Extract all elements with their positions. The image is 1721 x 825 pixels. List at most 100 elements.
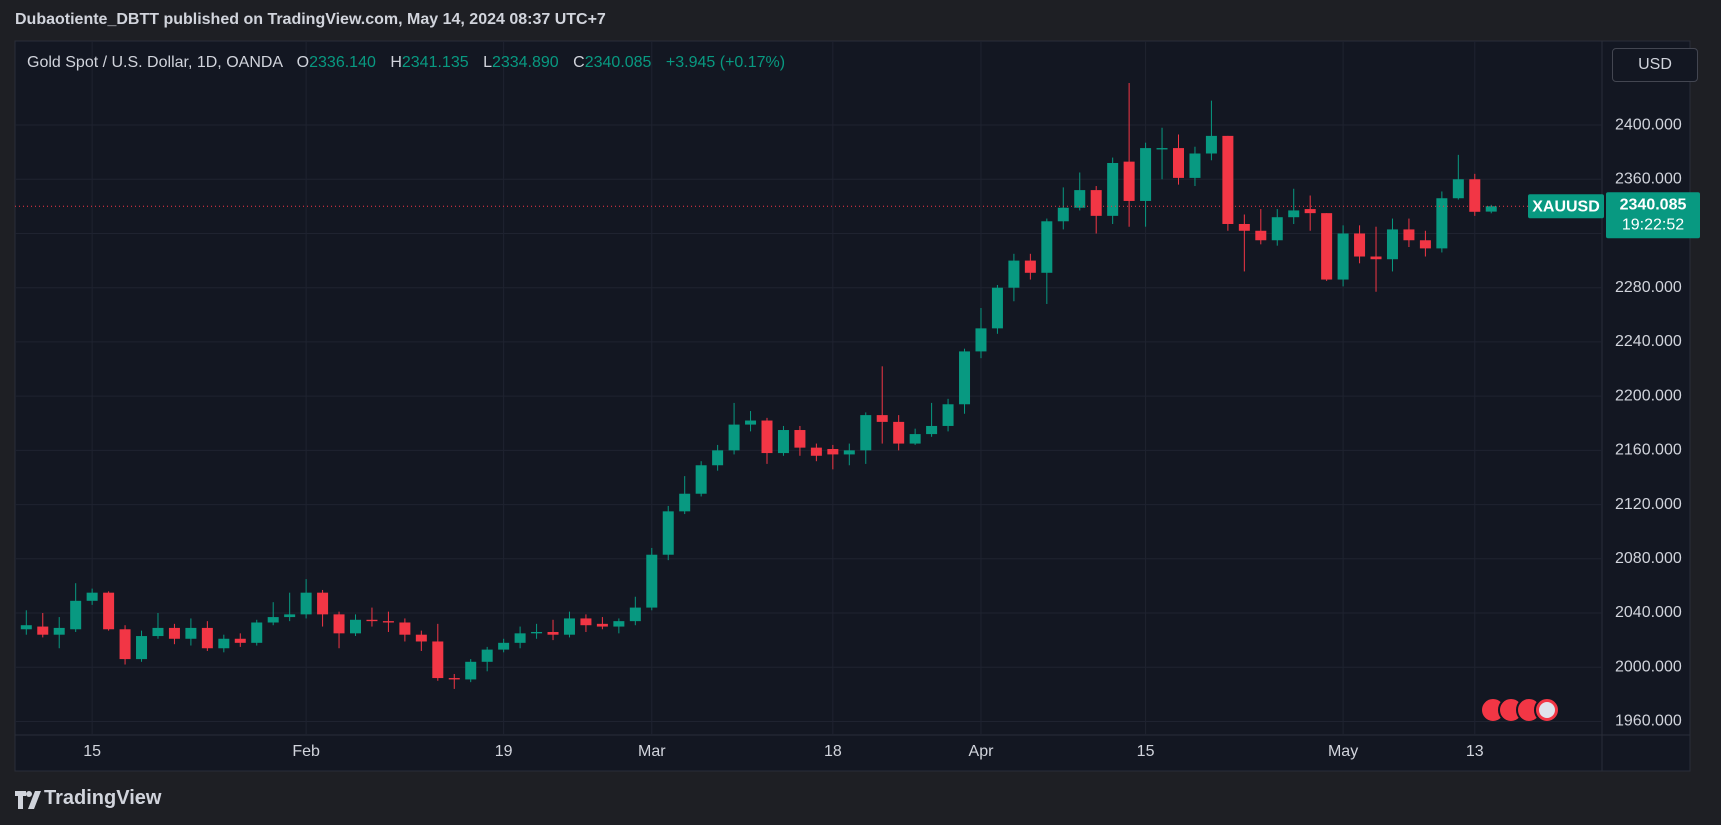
candle-body [893,421,905,444]
candle-body [909,434,921,444]
candle-body [366,619,378,622]
y-tick-label: 2360.000 [1615,170,1682,187]
legend-key: C [573,54,585,71]
candle-body [251,622,263,643]
candle-body [70,600,82,630]
chart-pane [14,40,1691,772]
candle-body [465,661,477,680]
candle-body [1205,135,1217,154]
candle-body [350,619,361,634]
legend-change: +3.945 (+0.17%) [665,54,786,71]
candle-body [1469,179,1481,212]
y-tick-label: 2080.000 [1615,550,1682,567]
candle-body [498,642,510,650]
candle-body [86,592,98,601]
candle-body [514,633,526,643]
candle-body [531,631,543,634]
candle-body [53,627,65,635]
grid [15,41,1602,735]
legend-value: 2336.140 [309,54,376,71]
candle-body [1452,179,1464,199]
candle-body [1024,260,1036,273]
candle-body [284,614,296,618]
price-label-box [1606,192,1700,239]
x-tick-label: 18 [824,743,842,760]
candle-body [827,448,839,455]
candle-body [399,622,411,635]
candle-body [926,425,938,435]
candle-body [300,592,312,615]
candle-body [1090,190,1102,216]
candle-body [646,554,658,608]
legend-key: O [296,54,310,71]
candle-body [860,415,872,451]
x-tick-label: Apr [969,743,995,760]
candle-body [1354,233,1366,257]
x-tick-label: May [1328,743,1358,760]
candle-body [1057,207,1069,222]
candle-body [218,638,230,649]
candle-body [794,430,806,448]
candle-body [761,420,773,454]
candle-body [959,351,971,405]
x-tick-label: Mar [638,743,666,760]
legend-value: 2341.135 [401,54,469,71]
candle-body [580,618,592,626]
candle-body [1288,210,1300,218]
candle-body [975,328,987,352]
candle-body [481,649,493,662]
candle-body [1140,148,1152,201]
y-tick-label: 2040.000 [1615,604,1682,621]
brand-name: TradingView [44,787,162,809]
candle-body [136,636,148,660]
candle-body [1074,190,1086,208]
candle-body [152,627,164,637]
candle-body [745,420,757,425]
candle-body [1255,230,1267,241]
brand-logo [15,791,41,809]
candle-body [1238,223,1250,231]
legend-key: H [390,54,402,71]
y-tick-label: 2400.000 [1615,116,1682,133]
y-tick-label: 1960.000 [1615,713,1682,730]
candle-body [728,424,740,451]
candle-body [695,465,707,494]
axis-labels: 1960.000 2000.000 2040.000 2080.000 2120.000… [83,116,1700,760]
candle-body [1485,206,1497,212]
y-tick-label: 2120.000 [1615,496,1682,513]
candle-body [1156,148,1168,150]
candle-body [119,629,131,660]
legend-value: 2340.085 [584,54,652,71]
candle-body [1337,233,1349,280]
candle-body [810,447,822,456]
candle-body [613,621,625,627]
candle-body [37,626,49,635]
candle-body [185,627,197,639]
candle-body [843,450,855,455]
candle-body [201,627,213,649]
candle-body [596,623,608,627]
candle-body [662,511,674,555]
candle-body [1008,260,1020,288]
y-tick-label: 2000.000 [1615,658,1682,675]
candle-body [712,450,724,466]
currency-button[interactable]: USD [1612,48,1698,82]
candle-body [1222,135,1234,224]
candle-body [1304,209,1316,214]
candle-body [1107,162,1119,216]
candle-body [1041,221,1053,273]
candle-body [432,641,444,679]
candle-body [942,404,954,426]
candle-body [629,607,641,622]
legend: Gold Spot / U.S. Dollar, 1D, OANDA O2336… [27,54,785,72]
candle-body [168,627,180,639]
candle-body [1386,229,1398,260]
candle-body [1173,148,1184,178]
candle-body [1419,240,1431,249]
candle-body [317,592,329,615]
event-flags [1480,697,1560,723]
candle-body [415,634,427,642]
candles [15,83,1602,689]
